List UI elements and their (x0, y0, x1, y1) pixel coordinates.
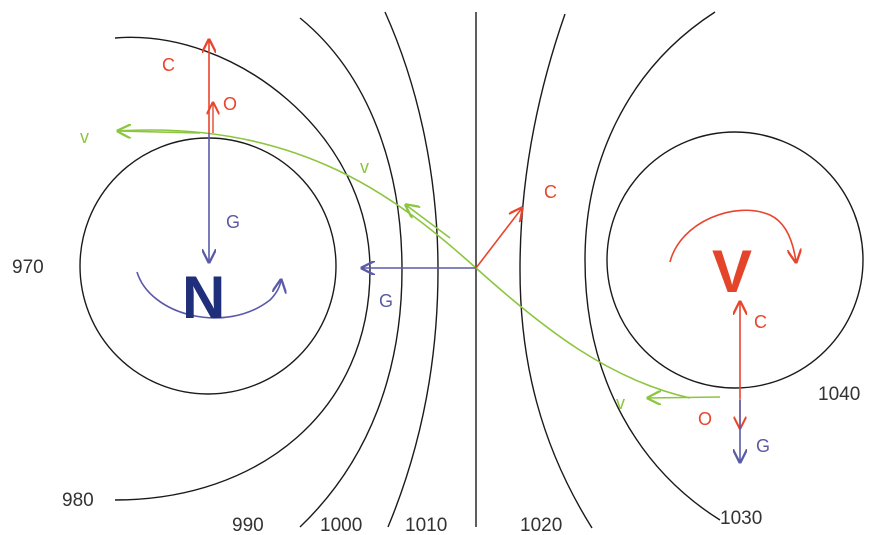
high-pressure-label: V (712, 238, 752, 305)
coriolis-arrow-middle (475, 208, 522, 269)
isobar-label-970: 970 (12, 257, 44, 278)
isobar-label-1000: 1000 (320, 515, 362, 535)
pressure-gradient-label-low-top: G (226, 212, 240, 232)
pressure-gradient-label-high-bottom: G (756, 436, 770, 456)
isobar-990 (299, 17, 403, 528)
rotation-arrow-low (136, 271, 281, 319)
wind-label-middle: v (360, 157, 369, 177)
rotation-arrow-high (669, 209, 796, 262)
coriolis-label-low-top: C (162, 55, 175, 75)
isobar-1030 (584, 11, 721, 521)
wind-arrow-low-top (118, 131, 201, 133)
coriolis-label-high-bottom: C (754, 312, 767, 332)
centrifugal-label-high-bottom: O (698, 409, 712, 429)
wind-label-low-top: v (80, 127, 89, 147)
isobar-label-980: 980 (62, 490, 94, 511)
isobar-label-1010: 1010 (405, 515, 447, 535)
isobar-980 (114, 36, 371, 501)
isobar-1040 (606, 131, 864, 389)
isobar-970 (79, 137, 337, 395)
pressure-gradient-label-middle: G (379, 291, 393, 311)
wind-trajectory (117, 129, 691, 399)
wind-label-high-bottom: v (616, 393, 625, 413)
isobar-1000 (384, 11, 439, 528)
isobar-label-1030: 1030 (720, 508, 762, 529)
isobar-label-1020: 1020 (520, 515, 562, 535)
wind-arrow-high-bottom (648, 397, 721, 398)
coriolis-label-middle: C (544, 182, 557, 202)
isobar-label-990: 990 (232, 515, 264, 535)
low-pressure-label: N (182, 264, 225, 331)
isobar-1020 (519, 13, 593, 529)
isobar-label-1040: 1040 (818, 384, 860, 405)
centrifugal-label-low-top: O (223, 94, 237, 114)
wind-arrow-middle (406, 205, 451, 239)
